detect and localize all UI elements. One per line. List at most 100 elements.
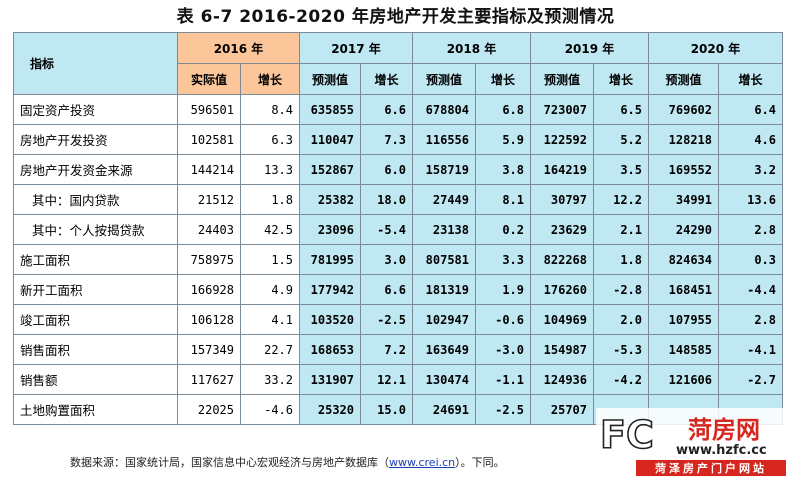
forecast-value-cell: 148585 xyxy=(648,334,719,365)
forecast-value-cell: 103520 xyxy=(299,304,361,335)
growth-cell: 6.6 xyxy=(360,94,413,125)
growth-cell: 33.2 xyxy=(240,364,300,395)
site-logo[interactable]: FC 菏房网 www.hzfc.cc 菏泽房产门户网站 xyxy=(596,408,788,478)
growth-cell: 7.3 xyxy=(360,124,413,155)
row-label: 销售面积 xyxy=(13,334,178,365)
forecast-value-cell: 23096 xyxy=(299,214,361,245)
growth-cell: 12.2 xyxy=(593,184,649,215)
actual-value-cell: 596501 xyxy=(177,94,241,125)
growth-cell: 3.8 xyxy=(475,154,531,185)
forecast-value-cell: 678804 xyxy=(412,94,476,125)
logo-mark-fc: FC xyxy=(600,413,654,457)
forecast-value-cell: 23629 xyxy=(530,214,594,245)
row-label: 房地产开发资金来源 xyxy=(13,154,178,185)
forecast-value-cell: 25382 xyxy=(299,184,361,215)
forecast-value-cell: 25707 xyxy=(530,394,594,425)
forecast-value-cell: 23138 xyxy=(412,214,476,245)
row-label: 新开工面积 xyxy=(13,274,178,305)
forecast-value-cell: 158719 xyxy=(412,154,476,185)
growth-cell: 3.2 xyxy=(718,154,783,185)
row-label: 竣工面积 xyxy=(13,304,178,335)
growth-cell: 0.2 xyxy=(475,214,531,245)
growth-cell: -5.3 xyxy=(593,334,649,365)
forecast-value-cell: 168653 xyxy=(299,334,361,365)
header-year-2019: 2019 年 xyxy=(530,32,649,64)
growth-cell: 3.3 xyxy=(475,244,531,275)
header-forecast: 预测值 xyxy=(412,63,476,95)
growth-cell: 3.5 xyxy=(593,154,649,185)
growth-cell: 7.2 xyxy=(360,334,413,365)
forecast-value-cell: 177942 xyxy=(299,274,361,305)
forecast-value-cell: 164219 xyxy=(530,154,594,185)
growth-cell: 8.1 xyxy=(475,184,531,215)
table-row: 其中：个人按揭贷款 24403 42.5 23096 -5.4 23138 0.2 23629… xyxy=(13,214,783,245)
forecast-value-cell: 154987 xyxy=(530,334,594,365)
growth-cell: 13.6 xyxy=(718,184,783,215)
growth-cell: 18.0 xyxy=(360,184,413,215)
source-link[interactable]: www.crei.cn xyxy=(389,456,456,469)
forecast-value-cell: 104969 xyxy=(530,304,594,335)
source-prefix: 数据来源：国家统计局，国家信息中心宏观经济与房地产数据库（ xyxy=(70,456,389,469)
growth-cell: 2.8 xyxy=(718,214,783,245)
growth-cell: 6.8 xyxy=(475,94,531,125)
forecast-value-cell: 781995 xyxy=(299,244,361,275)
growth-cell: -4.4 xyxy=(718,274,783,305)
actual-value-cell: 157349 xyxy=(177,334,241,365)
table-row: 其中：国内贷款 21512 1.8 25382 18.0 27449 8.1 30797 12.… xyxy=(13,184,783,215)
growth-cell: 2.8 xyxy=(718,304,783,335)
growth-cell: 6.0 xyxy=(360,154,413,185)
actual-value-cell: 22025 xyxy=(177,394,241,425)
forecast-value-cell: 128218 xyxy=(648,124,719,155)
table-row: 土地购置面积 22025 -4.6 25320 15.0 24691 -2.5 25707 xyxy=(13,394,783,425)
growth-cell: -4.2 xyxy=(593,364,649,395)
logo-slogan-bar xyxy=(636,460,786,476)
forecast-value-cell: 24691 xyxy=(412,394,476,425)
forecast-value-cell: 163649 xyxy=(412,334,476,365)
growth-cell: 42.5 xyxy=(240,214,300,245)
actual-value-cell: 24403 xyxy=(177,214,241,245)
forecast-value-cell: 107955 xyxy=(648,304,719,335)
growth-cell: 13.3 xyxy=(240,154,300,185)
forecast-value-cell: 34991 xyxy=(648,184,719,215)
actual-value-cell: 144214 xyxy=(177,154,241,185)
logo-slogan: 菏泽房产门户网站 xyxy=(655,461,767,475)
forecast-value-cell: 635855 xyxy=(299,94,361,125)
forecast-value-cell: 25320 xyxy=(299,394,361,425)
forecast-value-cell: 130474 xyxy=(412,364,476,395)
growth-cell: 1.8 xyxy=(240,184,300,215)
header-year-2016: 2016 年 xyxy=(177,32,300,64)
forecast-value-cell: 824634 xyxy=(648,244,719,275)
table-title: 表 6-7 2016-2020 年房地产开发主要指标及预测情况 xyxy=(176,7,615,27)
forecast-value-cell: 807581 xyxy=(412,244,476,275)
header-growth: 增长 xyxy=(593,63,649,95)
header-row-years: 指标 2016 年 2017 年 2018 年 2019 年 2020 年 xyxy=(13,32,783,95)
header-row-sub: 实际值 增长 预测值 增长 预测值 增长 预测值 增长 预测值 增长 xyxy=(14,63,783,95)
forecast-value-cell: 116556 xyxy=(412,124,476,155)
forecast-value-cell: 122592 xyxy=(530,124,594,155)
growth-cell: 6.5 xyxy=(593,94,649,125)
growth-cell: 1.8 xyxy=(593,244,649,275)
row-label: 固定资产投资 xyxy=(13,94,178,125)
actual-value-cell: 166928 xyxy=(177,274,241,305)
growth-cell: 8.4 xyxy=(240,94,300,125)
growth-cell: -2.7 xyxy=(718,364,783,395)
header-growth: 增长 xyxy=(240,63,300,95)
growth-cell: -2.8 xyxy=(593,274,649,305)
growth-cell: 1.9 xyxy=(475,274,531,305)
forecast-value-cell: 30797 xyxy=(530,184,594,215)
growth-cell: -4.6 xyxy=(240,394,300,425)
growth-cell: 5.9 xyxy=(475,124,531,155)
actual-value-cell: 21512 xyxy=(177,184,241,215)
logo-url: www.hzfc.cc xyxy=(676,443,767,458)
forecast-value-cell: 27449 xyxy=(412,184,476,215)
row-label: 其中：个人按揭贷款 xyxy=(13,214,178,245)
forecast-value-cell: 102947 xyxy=(412,304,476,335)
header-year-2018: 2018 年 xyxy=(412,32,531,64)
actual-value-cell: 758975 xyxy=(177,244,241,275)
forecast-value-cell: 121606 xyxy=(648,364,719,395)
header-year-2017: 2017 年 xyxy=(299,32,413,64)
forecast-value-cell: 176260 xyxy=(530,274,594,305)
forecast-value-cell: 169552 xyxy=(648,154,719,185)
growth-cell: -1.1 xyxy=(475,364,531,395)
forecast-value-cell: 723007 xyxy=(530,94,594,125)
